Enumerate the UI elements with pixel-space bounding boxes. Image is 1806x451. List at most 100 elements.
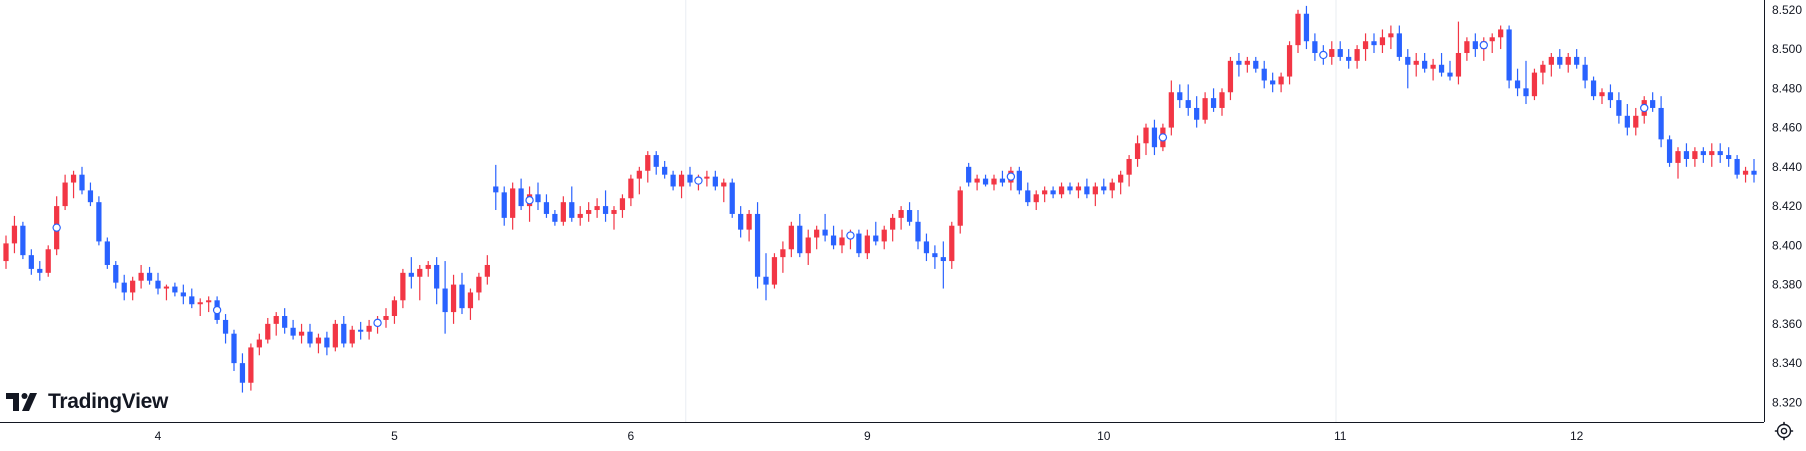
candle-body: [20, 225, 26, 256]
candle-body: [1067, 186, 1073, 191]
candle-body: [586, 210, 592, 214]
event-marker-0[interactable]: [52, 223, 61, 232]
candle-5: [45, 245, 51, 277]
candle-body: [256, 339, 262, 348]
candle-body: [1270, 80, 1276, 85]
candle-111: [940, 241, 946, 289]
time-axis[interactable]: 4569101112131617: [0, 422, 1806, 444]
candle-193: [1633, 107, 1639, 136]
tradingview-logo[interactable]: TradingView: [6, 388, 168, 416]
candle-97: [822, 213, 828, 242]
candle-body: [1464, 41, 1470, 53]
candle-109: [923, 233, 930, 262]
price-axis[interactable]: 8.520 8.500 8.480 8.460 8.440 8.420 8.400 8.380…: [1764, 0, 1803, 422]
candle-body: [653, 155, 659, 167]
candle-body: [1016, 170, 1022, 191]
event-marker-1[interactable]: [212, 305, 222, 315]
candle-body: [383, 316, 389, 320]
candle-body: [1472, 41, 1478, 50]
settings-gear-icon[interactable]: [1774, 421, 1794, 441]
candle-body: [670, 174, 676, 187]
candle-76: [645, 151, 651, 183]
event-marker-7[interactable]: [1158, 133, 1168, 142]
candle-69: [586, 202, 592, 222]
candle-body: [1362, 41, 1369, 50]
candle-body: [1422, 60, 1428, 69]
candle-197: [1666, 135, 1673, 167]
candle-27: [231, 329, 237, 371]
y-tick-label-1: 8.500: [1772, 42, 1802, 56]
candle-64: [543, 194, 550, 218]
candle-195: [1650, 92, 1656, 112]
event-marker-9[interactable]: [1479, 40, 1488, 50]
event-marker-2[interactable]: [373, 318, 382, 328]
candle-body: [366, 325, 372, 332]
event-marker-4[interactable]: [694, 176, 703, 185]
candle-body: [1092, 186, 1098, 195]
candle-203: [1717, 143, 1723, 163]
event-marker-3[interactable]: [525, 196, 534, 205]
candle-body: [146, 272, 153, 281]
candle-body: [1540, 64, 1546, 73]
event-marker-6[interactable]: [1006, 172, 1016, 181]
candle-123: [1042, 186, 1048, 203]
candle-205: [1734, 155, 1740, 179]
candle-174: [1472, 33, 1478, 57]
candle-188: [1590, 76, 1597, 101]
candle-body: [1650, 100, 1656, 108]
candle-body: [1633, 115, 1639, 128]
candle-113: [957, 186, 963, 234]
candle-body: [754, 213, 761, 277]
candle-body: [611, 210, 617, 214]
candle-157: [1329, 41, 1335, 65]
y-tick-label-4: 8.440: [1772, 160, 1802, 174]
candle-187: [1582, 56, 1588, 89]
event-marker-8[interactable]: [1319, 50, 1328, 60]
candle-body: [172, 286, 178, 293]
candle-body: [11, 225, 18, 244]
candle-body: [315, 337, 322, 344]
candle-body: [932, 253, 938, 258]
candle-body: [577, 213, 583, 218]
candle-body: [1227, 60, 1234, 93]
candle-67: [569, 186, 575, 222]
candle-body: [1430, 64, 1436, 69]
event-marker-10[interactable]: [1640, 103, 1649, 113]
candle-81: [687, 166, 693, 187]
candle-10: [87, 182, 94, 207]
candle-body: [1109, 182, 1115, 191]
candle-body: [70, 174, 77, 183]
candle-198: [1675, 147, 1681, 179]
candle-173: [1464, 37, 1470, 61]
candle-body: [1548, 56, 1554, 65]
candle-191: [1616, 92, 1622, 124]
candle-body: [298, 331, 305, 336]
candle-body: [1599, 92, 1605, 97]
candle-body: [518, 188, 524, 207]
candle-53: [450, 274, 457, 324]
candle-166: [1405, 49, 1411, 89]
candle-body: [1312, 41, 1318, 53]
candle-body: [1717, 151, 1723, 156]
candle-155: [1312, 33, 1318, 61]
candle-body: [619, 198, 626, 211]
event-marker-5[interactable]: [846, 231, 855, 240]
candle-77: [653, 151, 659, 175]
candle-0: [3, 235, 9, 269]
candle-179: [1514, 68, 1521, 97]
candle-11: [96, 196, 102, 246]
candle-body: [1177, 92, 1183, 101]
candle-body: [96, 202, 102, 242]
candle-body: [890, 217, 896, 230]
candle-71: [602, 190, 609, 222]
candle-23: [197, 298, 203, 317]
candle-78: [662, 160, 668, 179]
candle-body: [1371, 41, 1377, 46]
candle-body: [62, 182, 68, 207]
candle-56: [476, 272, 482, 301]
candle-168: [1422, 52, 1428, 73]
candle-20: [172, 282, 178, 297]
candle-body: [1388, 33, 1394, 38]
